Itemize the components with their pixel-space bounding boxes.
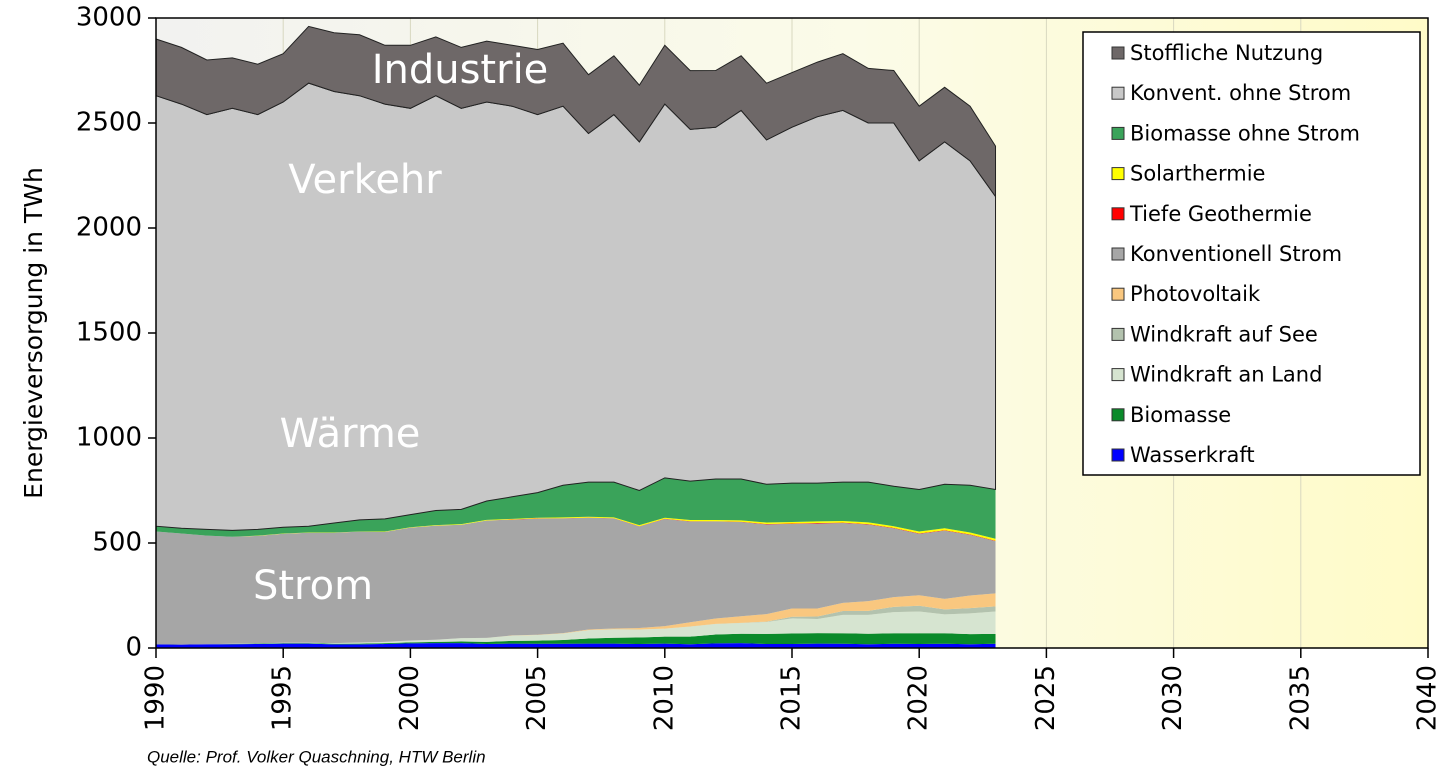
legend-box [1082, 31, 1421, 476]
legend-label: Windkraft an Land [1130, 363, 1322, 387]
area [156, 611, 996, 645]
legend-swatch [1111, 368, 1125, 382]
legend-swatch [1111, 327, 1125, 341]
area [156, 605, 996, 645]
x-tick-label: 2010 [649, 665, 679, 731]
x-tick-label: 2015 [777, 665, 807, 731]
area [156, 516, 996, 541]
annotation: Industrie [372, 47, 549, 93]
area [155, 25, 997, 199]
y-axis-label: Energieversorgung in TWh [19, 167, 48, 499]
legend-swatch [1111, 46, 1125, 60]
annotations: Industrie Verkehr Wärme Strom [253, 47, 548, 609]
x-tick-label: 2025 [1031, 665, 1061, 731]
legend-label: Windkraft auf See [1130, 322, 1318, 346]
legend-label: Tiefe Geothermie [1129, 202, 1312, 226]
y-tick-label: 3000 [76, 3, 142, 33]
legend-label: Solarthermie [1130, 162, 1265, 186]
x-tick-label: 1990 [141, 665, 171, 731]
y-tick-label: 2500 [76, 108, 142, 138]
x-tick-label: 2040 [1413, 665, 1443, 731]
legend-swatch [1111, 207, 1125, 221]
legend-swatch [1111, 408, 1125, 422]
legend-label: Konvent. ohne Strom [1130, 81, 1351, 105]
legend-label: Biomasse ohne Strom [1130, 121, 1360, 145]
areas [155, 25, 997, 648]
y-tick-label: 0 [125, 633, 142, 663]
axes: 1990 1995 2000 2005 2010 2015 2020 2025 2030 2035… [76, 3, 1443, 732]
y-tick-label: 1000 [76, 423, 142, 453]
x-tick-label: 2020 [904, 665, 934, 731]
y-tick-label: 500 [92, 528, 142, 558]
annotation: Strom [253, 563, 373, 609]
y-tick-label: 1500 [76, 318, 142, 348]
legend-swatch [1111, 247, 1125, 261]
area [156, 633, 996, 645]
legend-swatch [1111, 86, 1125, 100]
x-tick-label: 2000 [395, 665, 425, 731]
annotation: Wärme [280, 411, 421, 457]
legend-label: Photovoltaik [1130, 282, 1261, 306]
annotation: Verkehr [288, 157, 442, 203]
y-tick-label: 2000 [76, 213, 142, 243]
x-tick-label: 2005 [522, 665, 552, 731]
area [156, 477, 996, 539]
area [156, 593, 996, 645]
legend: Stoffliche Nutzung Konvent. ohne Strom Bio… [1082, 31, 1421, 476]
legend-swatch [1111, 287, 1125, 301]
source-note: Quelle: Prof. Volker Quaschning, HTW Ber… [147, 747, 486, 766]
x-tick-label: 2030 [1158, 665, 1188, 731]
legend-label: Stoffliche Nutzung [1130, 41, 1323, 65]
legend-label: Konventionell Strom [1130, 242, 1342, 266]
legend-label: Biomasse [1130, 403, 1231, 427]
x-tick-label: 2035 [1285, 665, 1315, 731]
x-tick-label: 1995 [268, 665, 298, 731]
legend-swatch [1111, 126, 1125, 140]
area [156, 643, 996, 648]
area [155, 82, 997, 531]
legend-swatch [1111, 448, 1125, 462]
area [156, 517, 996, 645]
legend-swatch [1111, 167, 1125, 181]
legend-label: Wasserkraft [1130, 443, 1255, 467]
